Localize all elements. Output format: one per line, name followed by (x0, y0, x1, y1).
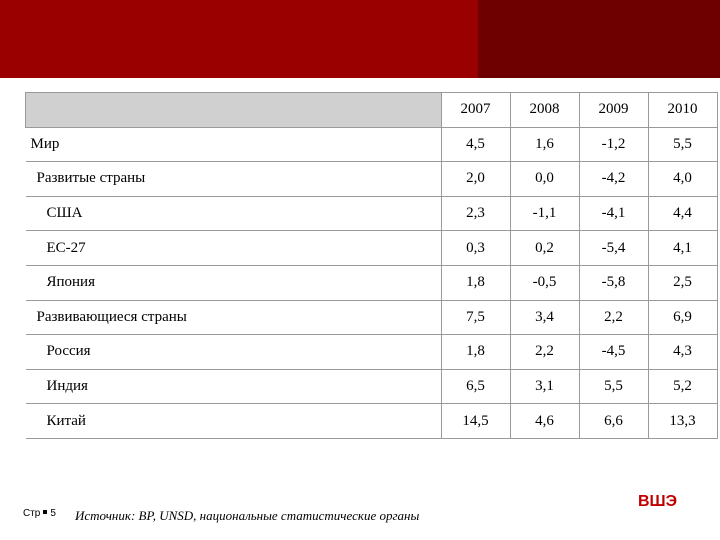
cell-value: 1,8 (440, 264, 511, 301)
cell-value: 5,5 (647, 126, 718, 163)
cell-value: 5,2 (647, 368, 718, 405)
table-row: Развивающиеся страны 7,5 3,4 2,2 6,9 (25, 299, 718, 336)
cell-value: 2,0 (440, 161, 511, 197)
cell-value: 5,5 (578, 368, 649, 405)
cell-value: 2,5 (647, 264, 718, 301)
cell-value: 1,6 (509, 126, 580, 163)
cell-value: 0,3 (440, 230, 511, 266)
cell-value: -5,8 (578, 264, 649, 301)
cell-value: -1,2 (578, 126, 649, 163)
header-cell (25, 92, 441, 128)
cell-value: 3,4 (509, 299, 580, 336)
row-label: Россия (25, 334, 441, 370)
column-header: 2009 (578, 92, 649, 128)
cell-value: 0,2 (509, 230, 580, 266)
column-header: 2010 (647, 92, 718, 128)
logo: ВШЭ (638, 493, 678, 510)
cell-value: 4,4 (647, 195, 718, 232)
cell-value: 4,5 (440, 126, 511, 163)
cell-value: 4,1 (647, 230, 718, 266)
cell-value: 0,0 (509, 161, 580, 197)
row-label: Индия (25, 368, 441, 405)
cell-value: 4,6 (509, 403, 580, 439)
cell-value: 13,3 (647, 403, 718, 439)
cell-value: -5,4 (578, 230, 649, 266)
cell-value: 6,9 (647, 299, 718, 336)
cell-value: 2,2 (578, 299, 649, 336)
cell-value: -4,2 (578, 161, 649, 197)
page-num: 5 (50, 508, 56, 519)
table-row: Индия 6,5 3,1 5,5 5,2 (25, 368, 718, 405)
cell-value: 7,5 (440, 299, 511, 336)
cell-value: -4,5 (578, 334, 649, 370)
cell-value: -1,1 (509, 195, 580, 232)
table-row: Развитые страны 2,0 0,0 -4,2 4,0 (25, 161, 718, 197)
row-label: Мир (25, 126, 441, 163)
table-row: Китай 14,5 4,6 6,6 13,3 (25, 403, 718, 439)
row-label: Развивающиеся страны (25, 299, 441, 336)
header-row: 2007 2008 2009 2010 (25, 92, 718, 128)
cell-value: 6,6 (578, 403, 649, 439)
data-table: 2007 2008 2009 2010 Мир 4,5 1,6 -1,2 5,5 Развитые… (25, 92, 718, 439)
column-header: 2008 (509, 92, 580, 128)
cell-value: 2,3 (440, 195, 511, 232)
cell-value: -0,5 (509, 264, 580, 301)
column-header: 2007 (440, 92, 511, 128)
header-band-dark (478, 0, 720, 78)
cell-value: 3,1 (509, 368, 580, 405)
row-label: Япония (25, 264, 441, 301)
page-number: Стр 5 (23, 508, 56, 519)
cell-value: -4,1 (578, 195, 649, 232)
row-label: Развитые страны (25, 161, 441, 197)
cell-value: 4,0 (647, 161, 718, 197)
cell-value: 14,5 (440, 403, 511, 439)
table-row: Япония 1,8 -0,5 -5,8 2,5 (25, 264, 718, 301)
row-label: ЕС-27 (25, 230, 441, 266)
cell-value: 4,3 (647, 334, 718, 370)
page-label: Стр (23, 508, 41, 519)
cell-value: 1,8 (440, 334, 511, 370)
bullet (43, 510, 48, 514)
table-row: Мир 4,5 1,6 -1,2 5,5 (25, 126, 718, 163)
cell-value: 2,2 (509, 334, 580, 370)
table-row: Россия 1,8 2,2 -4,5 4,3 (25, 334, 718, 370)
cell-value: 6,5 (440, 368, 511, 405)
row-label: Китай (25, 403, 441, 439)
row-label: США (25, 195, 441, 232)
table-row: США 2,3 -1,1 -4,1 4,4 (25, 195, 718, 232)
source-note: Источник: BP, UNSD, национальные статист… (75, 508, 420, 523)
table-row: ЕС-27 0,3 0,2 -5,4 4,1 (25, 230, 718, 266)
